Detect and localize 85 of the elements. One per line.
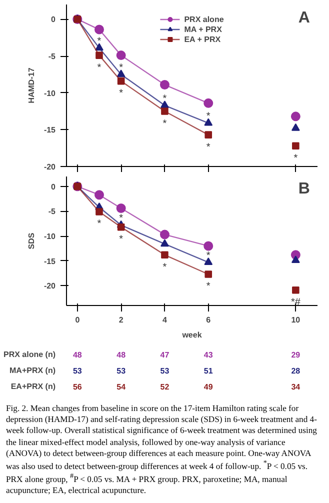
data-label: 48 [116,350,126,360]
point [94,190,104,200]
point [290,112,300,122]
data-label: 51 [204,366,214,376]
data-label: 54 [116,382,126,392]
text: Fig. 2. Mean changes from baseline in score on the 17-item Hamilton rating scale for depression (HAMD-17) and self-rating depression scale (SDS) in 6-week treatment and 4-week follow-up. Overall statistical significance of 6-week treatment was determined using the linear mixed-effect model analysis, followed by one-way analysis of variance (ANOVA) to detect between-group differences at each measure point. One-way ANOVA was also used to detect between-group differences at week 4 of follow-up. $^{*}$P < 0.05 vs. PRX alone group, $^{#}$P < 0.05 vs. MA + PRX group. PRX, paroxetine; MA, manual acupuncture; EA, electrical acupuncture. [6,403,317,495]
data-label: 48 [72,350,82,360]
y-tick-label: -10 [44,232,56,242]
y-tick-label: -20 [44,282,56,291]
point [204,241,214,251]
point [291,256,300,263]
point [94,24,104,34]
data-label: 53 [116,366,126,376]
point [291,123,300,131]
annotation: * [97,62,102,74]
point [116,204,126,213]
point [117,77,125,85]
annotation: * [97,36,102,47]
point [160,100,169,108]
data-label: 47 [160,350,170,360]
point [95,43,104,51]
point [96,52,103,59]
x-tick-label: 0 [75,316,80,324]
point [160,80,170,90]
annotation: * [206,281,210,292]
annotation: A [298,9,310,26]
point [204,270,212,278]
data-label: 29 [291,350,301,360]
x-axis-title: week [181,330,202,340]
point [161,108,168,115]
y-tick-label: -20 [44,162,56,172]
point [292,286,300,294]
data-label: 28 [291,366,301,376]
data-label: 53 [160,366,170,376]
y-axis-title: SDS [26,232,36,250]
y-tick-label: PRX alone (n) [3,350,56,359]
x-tick-label: 6 [206,316,212,324]
point [204,258,213,265]
data-label: 43 [204,350,214,360]
point [161,251,168,259]
data-label: 52 [160,382,170,392]
y-tick-label: -5 [48,52,56,62]
annotation: * [119,234,124,246]
annotation: * [206,142,210,153]
annotation: * [162,93,167,104]
y-tick-label: EA+PRX (n) [10,382,56,391]
annotation: * [162,262,167,273]
point [160,230,170,240]
y-tick-label: -15 [44,256,56,266]
data-label: 53 [72,366,82,376]
y-tick-label: 0 [51,15,56,24]
y-tick-label: -5 [48,207,56,216]
annotation: * [119,88,124,100]
point [292,142,300,150]
point [96,208,103,216]
point [204,118,213,126]
data-label: 34 [291,382,301,392]
annotation: * [162,118,167,130]
annotation: *# [290,297,301,308]
x-tick-label: 10 [291,316,301,324]
legend-label: EA + PRX [184,34,221,44]
x-tick-label: 2 [118,316,124,324]
legend-label: PRX alone [184,14,224,24]
annotation: B [298,180,310,198]
annotation: * [119,62,124,74]
legend-label: MA + PRX [184,24,222,34]
annotation: * [206,111,210,122]
point [116,70,126,78]
point [204,98,214,108]
y-tick-label: 0 [51,182,56,192]
data-label: 56 [72,382,82,392]
annotation: * [119,213,124,224]
y-tick-label: -10 [44,88,56,98]
point [204,131,212,138]
point [116,50,126,60]
annotation: * [206,250,210,262]
point [117,223,125,231]
annotation: * [294,152,298,164]
x-tick-label: 4 [162,316,168,324]
y-tick-label: MA+PRX (n) [10,366,56,375]
y-tick-label: -15 [44,126,56,135]
annotation: * [97,218,102,230]
point [160,239,169,247]
y-axis-title: HAMD-17 [26,67,36,104]
data-label: 49 [204,382,214,392]
